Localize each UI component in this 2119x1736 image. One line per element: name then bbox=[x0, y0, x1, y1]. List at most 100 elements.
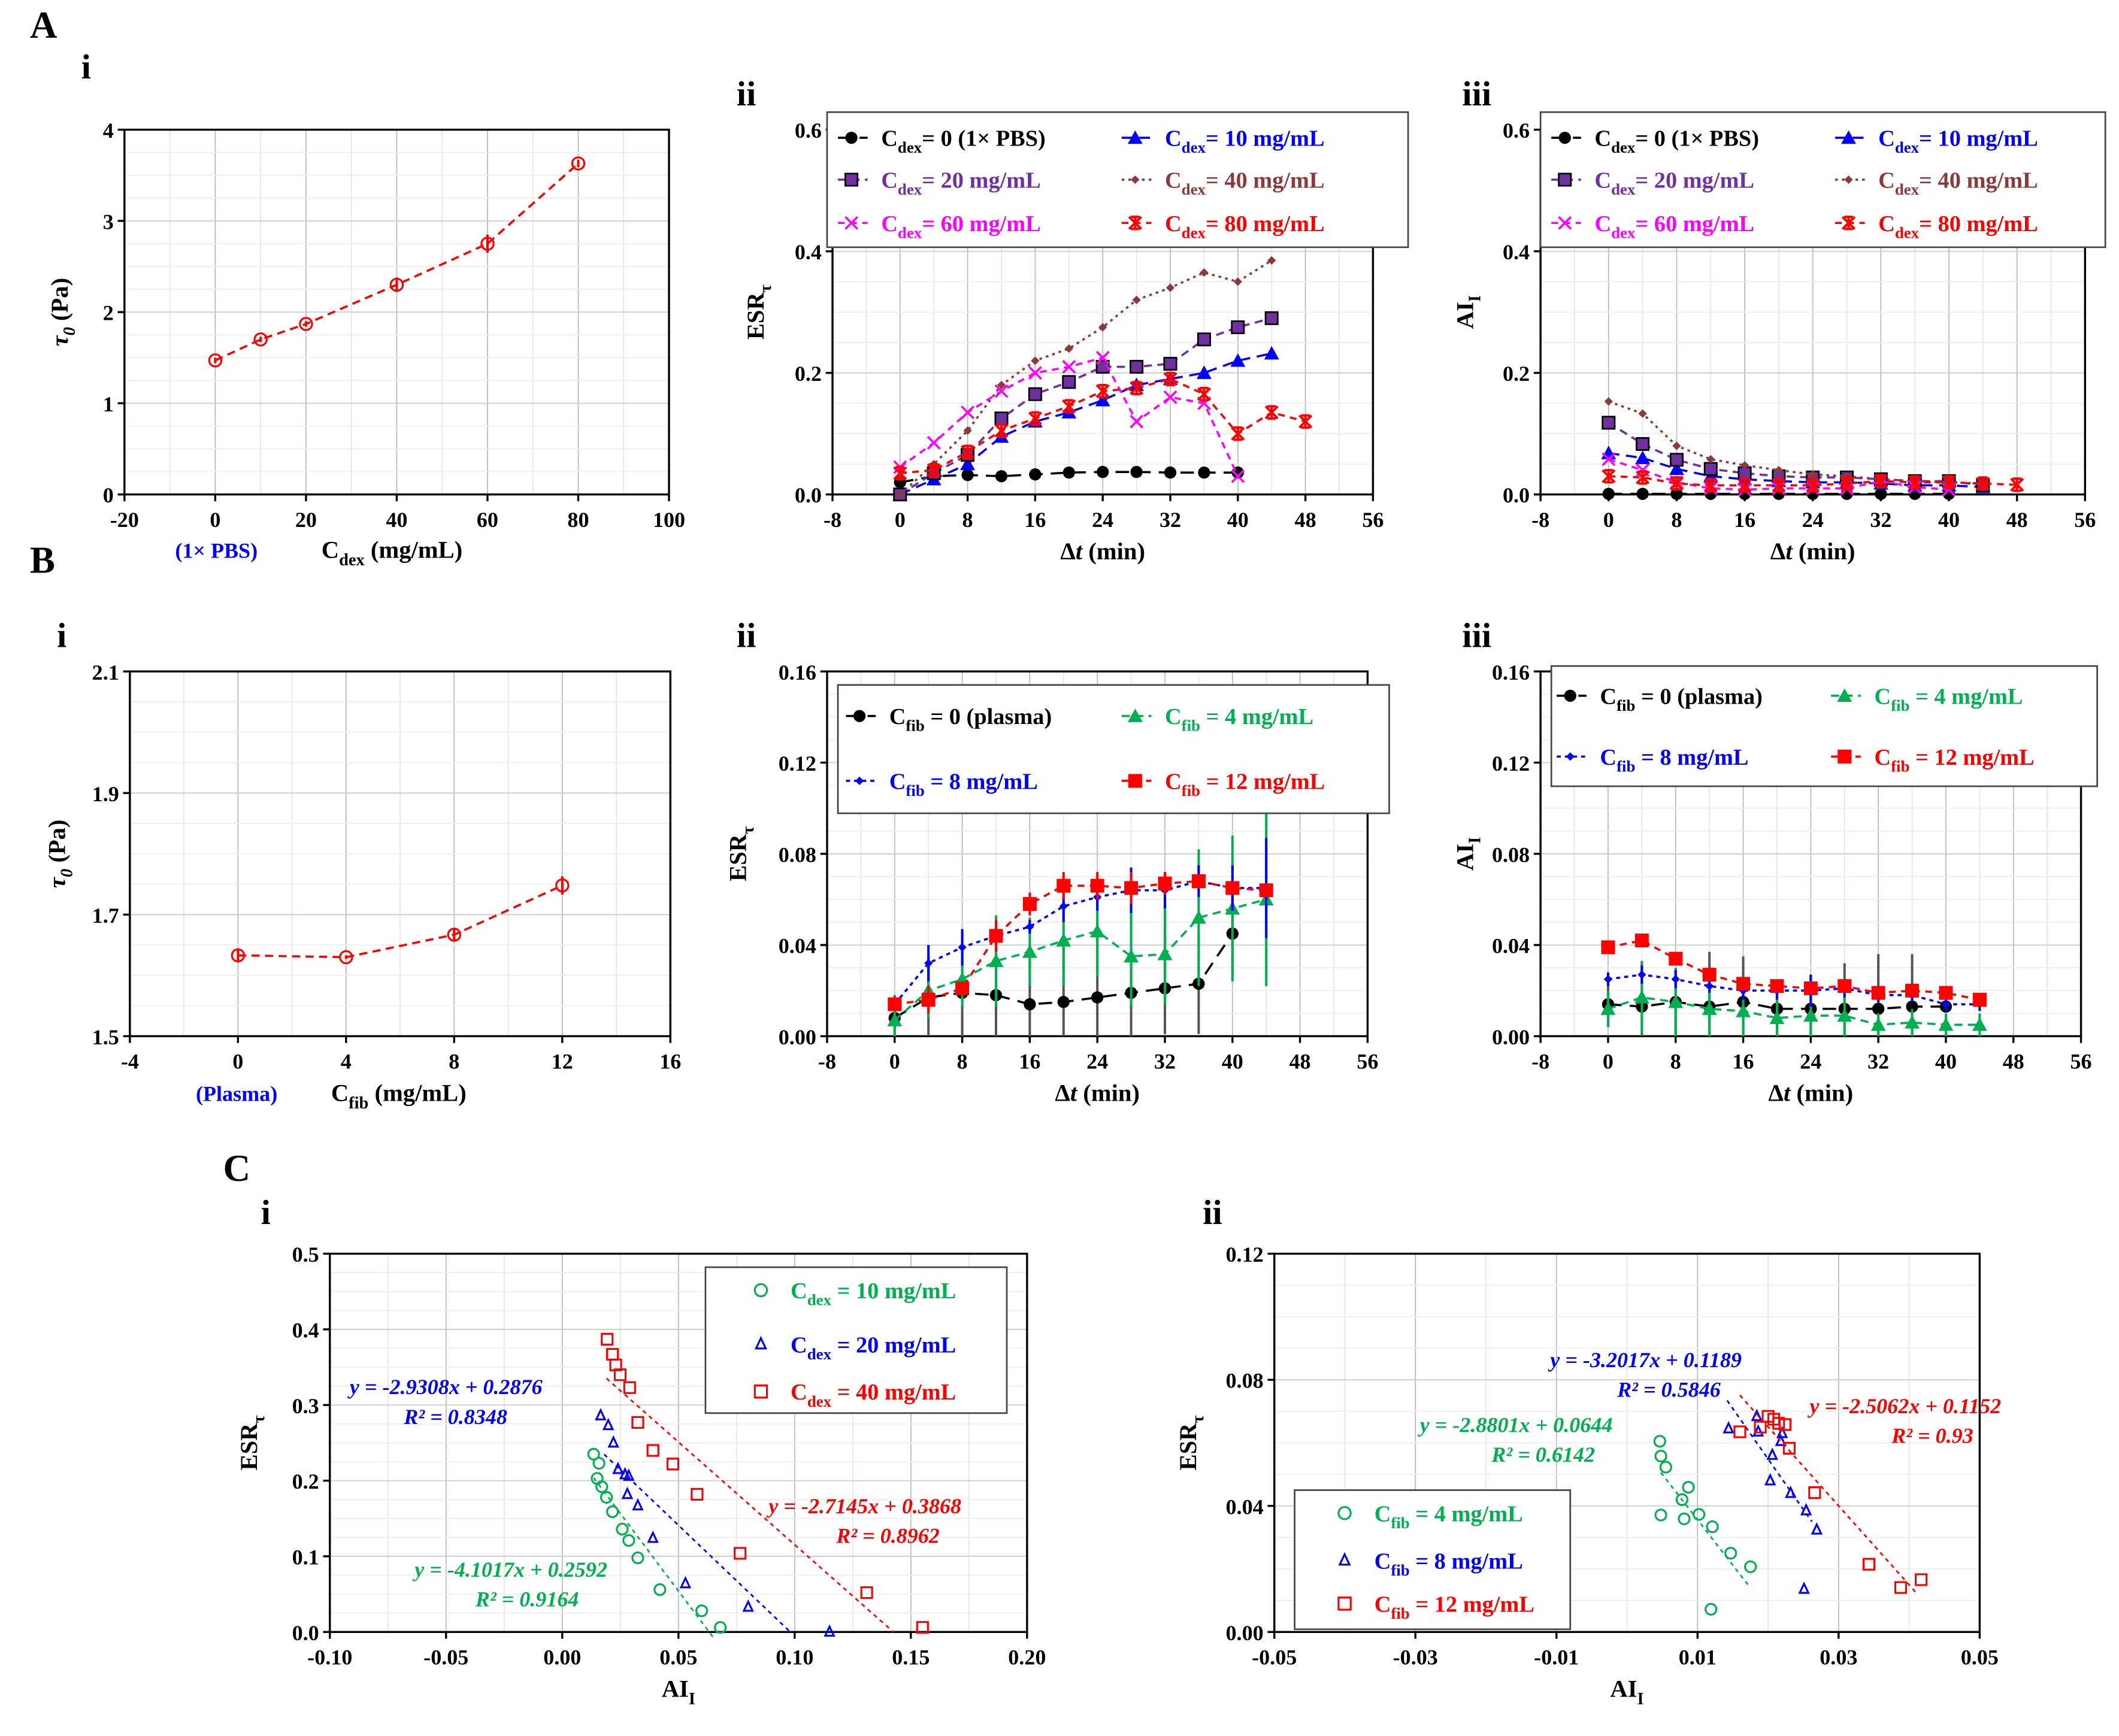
data-point bbox=[613, 1368, 627, 1381]
x-tick-label: -0.01 bbox=[1534, 1645, 1579, 1669]
data-point bbox=[1654, 1508, 1667, 1522]
data-point bbox=[666, 1458, 680, 1471]
data-point bbox=[616, 1522, 629, 1536]
data-point bbox=[1197, 387, 1211, 402]
data-point bbox=[299, 317, 313, 331]
series-line bbox=[1608, 422, 1984, 487]
x-axis-title: Δt (min) bbox=[1060, 538, 1145, 565]
legend-label: Cfib = 4 mg/mL bbox=[1375, 1501, 1523, 1532]
y-tick-label: 0.12 bbox=[1226, 1243, 1264, 1267]
y-tick-label: 1.5 bbox=[92, 1025, 119, 1049]
series-1 bbox=[1600, 961, 1987, 1037]
x-axis-note: (Plasma) bbox=[196, 1082, 277, 1106]
data-point bbox=[1602, 487, 1615, 500]
x-tick-label: -0.05 bbox=[1252, 1645, 1297, 1669]
legend-item: Cdex= 20 mg/mL bbox=[1551, 168, 1754, 198]
series-2 bbox=[890, 838, 1271, 1011]
chart-Biii: iii -8 0 8 16 24 32 40 48 56 0.00 0.04 0.08 0.12 0.16 Δ… bbox=[1451, 616, 2098, 1107]
series-line bbox=[899, 259, 1273, 496]
data-point bbox=[1057, 996, 1070, 1008]
x-axis-title: Cfib (mg/mL) bbox=[331, 1080, 467, 1113]
y-tick-label: 1.9 bbox=[92, 782, 119, 806]
series-2: y = -2.5062x + 0.1152 R² = 0.93 bbox=[1733, 1394, 2001, 1594]
data-point bbox=[1231, 426, 1245, 441]
data-point bbox=[1601, 446, 1617, 459]
data-point bbox=[916, 1621, 929, 1634]
data-point bbox=[1298, 414, 1313, 429]
series-0: y = -2.8801x + 0.0644 R² = 0.6142 bbox=[1418, 1413, 1757, 1616]
legend-label: Cdex= 40 mg/mL bbox=[1878, 168, 2038, 199]
data-point bbox=[888, 997, 902, 1011]
data-point bbox=[1803, 1008, 1818, 1022]
series-0 bbox=[208, 156, 586, 368]
x-tick-label: 8 bbox=[957, 1050, 968, 1074]
data-point bbox=[1894, 1581, 1908, 1594]
subpanel-label: ii bbox=[737, 74, 756, 113]
data-point bbox=[1197, 332, 1211, 347]
data-point bbox=[1231, 469, 1245, 483]
data-point bbox=[1706, 1520, 1719, 1534]
data-point bbox=[1028, 366, 1042, 380]
data-point bbox=[1703, 478, 1718, 493]
data-point bbox=[927, 462, 941, 478]
data-point bbox=[1838, 979, 1852, 993]
series-line bbox=[1608, 973, 1980, 1005]
x-tick-label: 0 bbox=[895, 508, 906, 532]
x-tick-label: 48 bbox=[1295, 508, 1316, 532]
data-point bbox=[1770, 979, 1784, 993]
data-point bbox=[601, 1332, 614, 1346]
data-point bbox=[1264, 405, 1279, 420]
trendline-equation: y = -3.2017x + 0.1189 bbox=[1548, 1348, 1742, 1372]
legend-item: Cfib = 12 mg/mL bbox=[1121, 769, 1325, 799]
data-point bbox=[1198, 466, 1210, 479]
legend: Cdex = 10 mg/mL Cdex = 20 mg/mL Cdex = 40 … bbox=[704, 1266, 1008, 1414]
legend-marker bbox=[1128, 216, 1142, 231]
x-tick-label: 8 bbox=[1670, 1050, 1681, 1074]
y-tick-label: 0.0 bbox=[292, 1621, 319, 1645]
subpanel-label: iii bbox=[1462, 74, 1491, 113]
y-tick-label: 0.0 bbox=[795, 483, 822, 507]
y-tick-label: 0.4 bbox=[795, 240, 822, 264]
data-point bbox=[1972, 992, 1987, 1007]
data-point bbox=[860, 1586, 873, 1599]
data-point bbox=[623, 1468, 635, 1481]
data-point bbox=[646, 1444, 659, 1457]
data-point bbox=[1705, 981, 1714, 990]
data-point bbox=[691, 1487, 704, 1501]
data-point bbox=[1752, 1424, 1764, 1437]
data-point bbox=[1669, 476, 1684, 491]
chart-Ci: Ci -0.10 -0.05 0.00 0.05 0.10 0.15 0.20 0.0 0.1 0.… bbox=[223, 1147, 1046, 1708]
x-axis-title: Δt (min) bbox=[1770, 538, 1855, 565]
data-point bbox=[592, 1456, 606, 1470]
x-tick-label: 20 bbox=[295, 508, 317, 532]
x-tick-label: 16 bbox=[659, 1050, 681, 1074]
chart-Aiii: iii -8 0 8 16 24 32 40 48 56 0.0 0.2 0.4 0.6 Δt (min) A… bbox=[1451, 74, 2106, 565]
series-3 bbox=[1604, 397, 1987, 488]
data-point bbox=[1774, 465, 1784, 475]
data-point bbox=[988, 953, 1004, 967]
data-point bbox=[1163, 371, 1177, 386]
legend-marker bbox=[844, 216, 858, 230]
data-point bbox=[1090, 878, 1104, 893]
data-point bbox=[887, 1013, 903, 1026]
x-tick-label: 0 bbox=[889, 1050, 900, 1074]
data-point bbox=[1669, 453, 1684, 467]
x-tick-label: 0.15 bbox=[892, 1645, 930, 1669]
data-point bbox=[1028, 411, 1042, 426]
x-tick-label: 0.01 bbox=[1679, 1645, 1717, 1669]
legend: Cdex= 0 (1× PBS) Cdex= 10 mg/mL Cdex= 20 m… bbox=[1539, 111, 2106, 249]
subpanel-label: ii bbox=[1203, 1193, 1222, 1232]
x-axis-title: Δt (min) bbox=[1055, 1080, 1140, 1107]
data-point bbox=[1095, 360, 1110, 374]
data-point bbox=[1064, 344, 1073, 353]
legend-item: Cfib = 4 mg/mL bbox=[1337, 1501, 1523, 1532]
data-point bbox=[647, 1530, 659, 1543]
y-tick-label: 0.2 bbox=[1503, 362, 1530, 386]
data-point bbox=[1635, 450, 1651, 464]
legend-label: Cfib = 12 mg/mL bbox=[1375, 1592, 1534, 1622]
data-point bbox=[1191, 910, 1206, 924]
data-point bbox=[1693, 1508, 1706, 1521]
data-point bbox=[1196, 365, 1212, 379]
data-point bbox=[734, 1547, 747, 1560]
data-point bbox=[389, 277, 404, 292]
